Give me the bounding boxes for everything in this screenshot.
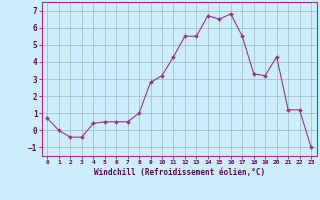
X-axis label: Windchill (Refroidissement éolien,°C): Windchill (Refroidissement éolien,°C) — [94, 168, 265, 177]
